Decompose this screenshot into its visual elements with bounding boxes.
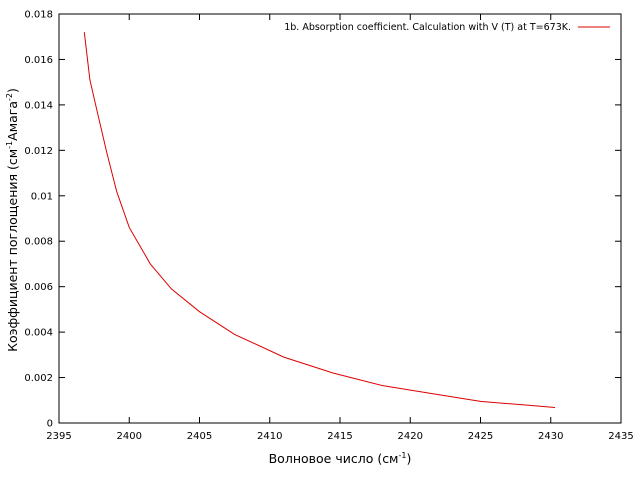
legend: 1b. Absorption coefficient. Calculation …	[284, 22, 610, 33]
x-axis-ticks: 2395 2400 2405 2410 2415 2420 2425 2430 2435	[46, 14, 634, 442]
y-tick-label: 0.012	[24, 146, 53, 157]
plot-area	[58, 13, 622, 424]
legend-label: 1b. Absorption coefficient. Calculation …	[284, 22, 571, 33]
x-tick-label: 2430	[538, 431, 563, 442]
x-tick-label: 2405	[187, 431, 212, 442]
x-tick-label: 2415	[327, 431, 352, 442]
y-tick-label: 0.01	[31, 191, 53, 202]
y-axis-ticks: 0 0.002 0.004 0.006 0.008 0.01 0.012 0.014 0.016…	[24, 10, 621, 430]
y-tick-label: 0.004	[24, 328, 53, 339]
y-tick-label: 0.006	[24, 282, 53, 293]
x-tick-label: 2420	[398, 431, 423, 442]
y-axis-label: Коэффициент поглощения (см-1Амага-2)	[5, 88, 20, 352]
x-tick-label: 2435	[608, 431, 633, 442]
y-tick-label: 0	[47, 419, 53, 430]
y-tick-label: 0.016	[24, 55, 53, 66]
absorption-series-line	[83, 32, 556, 408]
x-axis-label: Волновое число (см-1)	[269, 451, 412, 466]
y-tick-label: 0.014	[24, 100, 53, 111]
y-tick-label: 0.018	[24, 10, 53, 21]
x-tick-label: 2425	[468, 431, 493, 442]
x-tick-label: 2410	[257, 431, 282, 442]
x-tick-label: 2395	[46, 431, 71, 442]
y-tick-label: 0.008	[24, 237, 53, 248]
y-tick-label: 0.002	[24, 373, 53, 384]
x-tick-label: 2400	[117, 431, 142, 442]
